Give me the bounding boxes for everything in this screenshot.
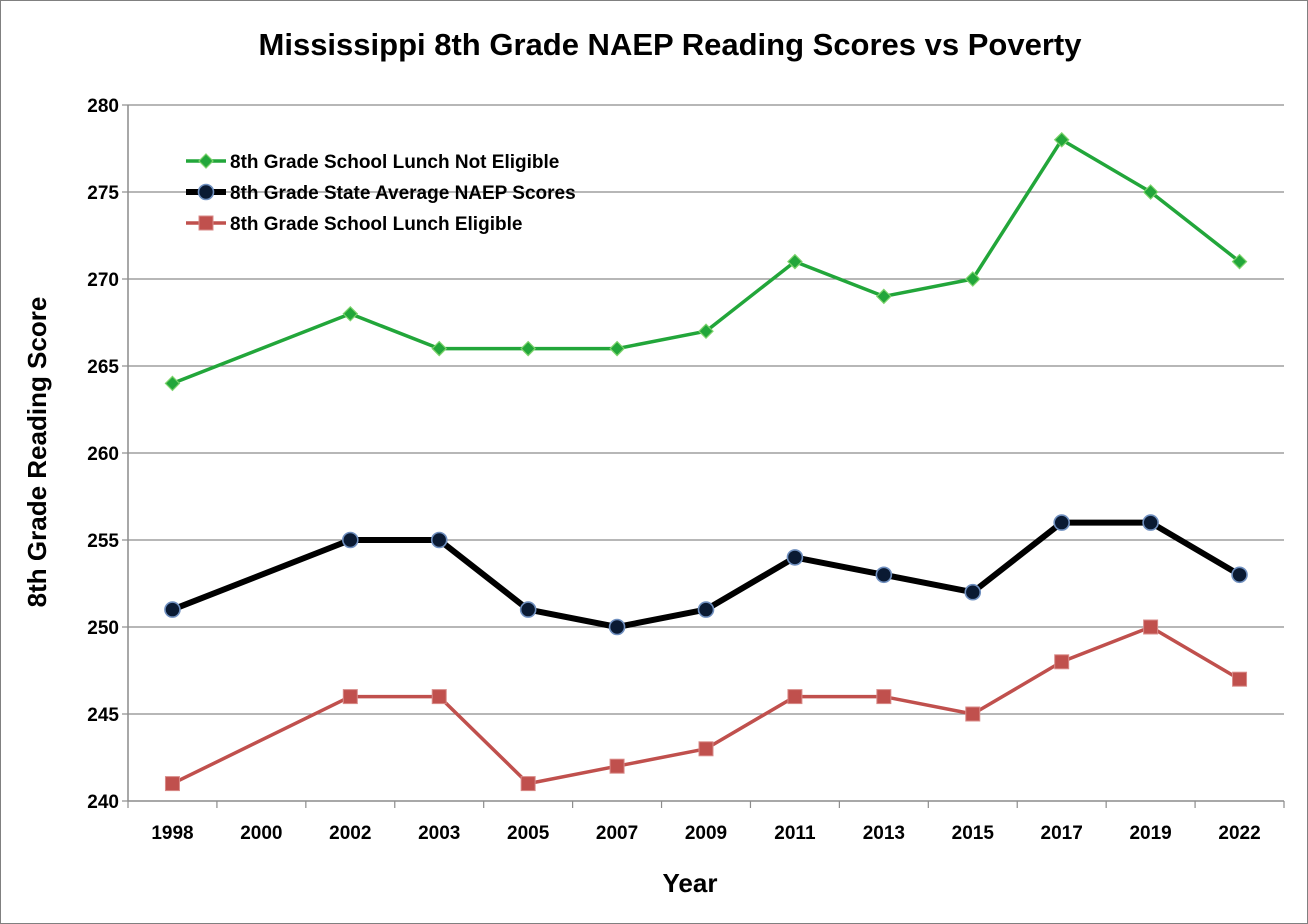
- x-tick-label: 2005: [507, 823, 550, 844]
- data-point-state-average-2007: [608, 618, 626, 636]
- y-tick-label: 240: [87, 792, 119, 813]
- data-point-state-average-2003: [430, 531, 448, 549]
- legend-item-state-average: 8th Grade State Average NAEP Scores: [186, 183, 576, 204]
- y-tick-label: 270: [87, 270, 119, 291]
- data-point-not-eligible-2015: [964, 271, 981, 287]
- x-tick-label: 2015: [952, 823, 995, 844]
- gridlines: [128, 104, 1284, 715]
- x-tick-label: 2009: [685, 823, 727, 844]
- data-point-eligible-2002: [342, 689, 358, 705]
- y-tick-label: 250: [87, 618, 119, 639]
- data-point-state-average-1998: [164, 601, 181, 618]
- series-line-not-eligible: [171, 138, 1241, 386]
- data-point-eligible-2022: [1232, 671, 1248, 687]
- series-state-average: [164, 514, 1248, 636]
- data-point-not-eligible-2002: [342, 305, 359, 322]
- series-line-eligible: [171, 625, 1241, 786]
- x-tick-label: 2003: [418, 823, 460, 844]
- x-tick-label: 2017: [1041, 823, 1083, 844]
- data-point-state-average-2022: [1231, 566, 1248, 584]
- series-not-eligible: [164, 131, 1248, 392]
- y-tick-label: 255: [87, 531, 119, 552]
- data-point-state-average-2011: [786, 549, 804, 566]
- y-tick-label: 280: [87, 96, 119, 117]
- y-tick-label: 275: [87, 183, 119, 204]
- data-point-state-average-2002: [342, 531, 359, 549]
- legend-swatch-marker: [197, 183, 215, 201]
- data-point-state-average-2015: [964, 583, 982, 601]
- data-point-not-eligible-2013: [875, 288, 892, 305]
- x-tick-label: 2011: [774, 823, 816, 844]
- data-point-not-eligible-2005: [520, 340, 537, 357]
- data-point-eligible-1998: [164, 776, 180, 792]
- data-point-not-eligible-2003: [431, 340, 448, 357]
- y-axis-title: 8th Grade Reading Score: [22, 297, 52, 608]
- legend: 8th Grade School Lunch Not Eligible 8th G…: [186, 152, 576, 235]
- data-point-state-average-2017: [1053, 514, 1070, 531]
- x-tick-label: 2022: [1218, 823, 1260, 844]
- series-group: [164, 131, 1248, 792]
- data-point-state-average-2019: [1142, 514, 1159, 531]
- axes: 240 245 250 255 260 265 270 275 280 1998 2000 2002 2…: [87, 96, 1285, 844]
- data-point-eligible-2017: [1054, 654, 1070, 670]
- x-tick-label: 2000: [240, 823, 282, 844]
- data-point-state-average-2009: [697, 601, 715, 618]
- legend-item-not-eligible: 8th Grade School Lunch Not Eligible: [186, 152, 559, 173]
- data-point-eligible-2019: [1143, 619, 1159, 635]
- data-point-eligible-2009: [698, 741, 714, 757]
- legend-swatch-marker: [198, 153, 214, 169]
- legend-label: 8th Grade School Lunch Not Eligible: [230, 152, 559, 173]
- legend-item-eligible: 8th Grade School Lunch Eligible: [186, 214, 522, 235]
- x-tick-label: 2007: [596, 823, 638, 844]
- data-point-state-average-2013: [875, 566, 893, 584]
- data-point-not-eligible-2011: [787, 253, 803, 270]
- legend-label: 8th Grade State Average NAEP Scores: [230, 183, 576, 204]
- data-point-not-eligible-2019: [1142, 184, 1159, 200]
- x-axis-title: Year: [663, 868, 718, 898]
- x-tick-label: 2013: [863, 823, 905, 844]
- data-point-eligible-2011: [787, 689, 803, 705]
- data-point-not-eligible-2017: [1053, 131, 1070, 148]
- data-point-state-average-2005: [519, 601, 537, 618]
- series-line-state-average: [171, 519, 1242, 630]
- data-point-eligible-2005: [520, 776, 536, 792]
- series-eligible: [164, 619, 1248, 792]
- legend-swatch-marker: [198, 215, 214, 231]
- data-point-not-eligible-2022: [1231, 253, 1248, 270]
- legend-label: 8th Grade School Lunch Eligible: [230, 214, 522, 235]
- data-point-not-eligible-2007: [609, 340, 625, 357]
- chart-title: Mississippi 8th Grade NAEP Reading Score…: [259, 27, 1083, 62]
- data-point-eligible-2003: [431, 689, 447, 705]
- y-tick-label: 245: [87, 705, 119, 726]
- x-tick-label: 2019: [1129, 823, 1171, 844]
- data-point-eligible-2015: [965, 706, 981, 722]
- data-point-not-eligible-2009: [698, 323, 714, 340]
- data-point-not-eligible-1998: [164, 375, 181, 392]
- y-tick-label: 265: [87, 357, 119, 378]
- data-point-eligible-2013: [876, 689, 892, 705]
- y-tick-label: 260: [87, 444, 119, 465]
- x-tick-label: 2002: [329, 823, 371, 844]
- data-point-eligible-2007: [609, 758, 625, 774]
- x-tick-label: 1998: [151, 823, 193, 844]
